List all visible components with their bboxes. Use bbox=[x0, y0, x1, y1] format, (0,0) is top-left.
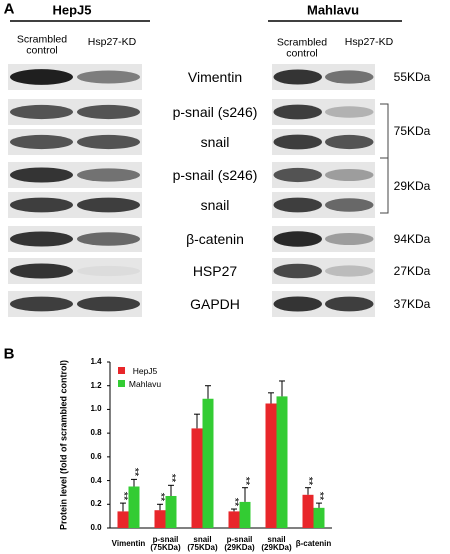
protein-label: snail bbox=[200, 197, 230, 213]
legend-swatch bbox=[118, 380, 125, 387]
size-label: 27KDa bbox=[393, 264, 431, 278]
blot-band bbox=[77, 70, 140, 84]
y-tick-label: 0.6 bbox=[90, 451, 102, 461]
bar bbox=[302, 494, 314, 528]
legend-label: Mahlavu bbox=[128, 378, 162, 389]
blot-band bbox=[273, 69, 322, 85]
blot-band bbox=[77, 104, 140, 120]
bar bbox=[202, 398, 214, 528]
blot-band bbox=[325, 198, 374, 212]
x-tick-label: snail (29KDa) bbox=[261, 535, 292, 552]
blot-band bbox=[77, 296, 140, 312]
protein-label: HSP27 bbox=[192, 263, 238, 279]
lane-label: Hsp27-KD bbox=[87, 35, 137, 48]
x-tick-label: snail (75KDa) bbox=[187, 535, 218, 552]
significance-mark: ** bbox=[228, 497, 241, 507]
significance-mark: ** bbox=[239, 476, 252, 485]
x-tick-label: p-snail (75KDa) bbox=[150, 535, 181, 552]
blot-band bbox=[10, 69, 73, 85]
blot-band bbox=[77, 168, 140, 182]
legend-label: HepJ5 bbox=[132, 365, 158, 376]
bar bbox=[239, 501, 251, 528]
blot-band bbox=[77, 134, 140, 150]
blot-band bbox=[325, 134, 374, 150]
lane-label: Hsp27-KD bbox=[344, 35, 394, 48]
significance-mark: ** bbox=[154, 493, 167, 502]
blot-band bbox=[325, 265, 374, 277]
lane-label: Scrambled control bbox=[276, 36, 328, 59]
blot-band bbox=[273, 296, 322, 312]
blot-band bbox=[10, 197, 73, 213]
y-axis-label: Protein level (fold of scrambled control… bbox=[58, 359, 69, 531]
blot-band bbox=[10, 263, 73, 279]
bar bbox=[117, 511, 129, 528]
y-tick-label: 1.2 bbox=[90, 380, 102, 390]
size-label: 55KDa bbox=[393, 70, 431, 84]
blot-band bbox=[10, 104, 73, 120]
y-tick-label: 0.8 bbox=[90, 428, 102, 438]
panel-label: A bbox=[3, 0, 15, 18]
y-tick-label: 1.0 bbox=[90, 404, 102, 414]
bar bbox=[165, 495, 177, 528]
significance-mark: ** bbox=[165, 474, 178, 483]
legend-swatch bbox=[118, 367, 125, 374]
blot-band bbox=[10, 134, 73, 150]
y-tick-label: 0.4 bbox=[90, 475, 102, 485]
blot-band bbox=[325, 70, 374, 84]
significance-mark: ** bbox=[302, 476, 315, 485]
blot-band bbox=[77, 197, 140, 213]
size-label: 29KDa bbox=[393, 179, 431, 193]
significance-mark: ** bbox=[313, 491, 326, 501]
panel-label: B bbox=[3, 345, 15, 363]
blot-band bbox=[273, 134, 322, 150]
cell-line: HepJ5 bbox=[52, 2, 92, 18]
protein-label: p-snail (s246) bbox=[172, 167, 258, 183]
size-label: 94KDa bbox=[393, 232, 431, 246]
bar bbox=[191, 428, 203, 528]
x-tick-label: p-snail (29KDa) bbox=[224, 535, 255, 552]
blot-band bbox=[325, 296, 374, 312]
blot-band bbox=[273, 167, 322, 183]
blot-band bbox=[325, 232, 374, 246]
bar bbox=[154, 510, 166, 528]
cell-line: Mahlavu bbox=[306, 2, 360, 18]
bar bbox=[228, 511, 240, 528]
bar bbox=[128, 486, 140, 528]
blot-band bbox=[325, 168, 374, 182]
blot-band bbox=[10, 231, 73, 247]
blot-band bbox=[77, 232, 140, 246]
blot-band bbox=[273, 197, 322, 213]
bar bbox=[265, 403, 277, 528]
x-tick-label: β-catenin bbox=[295, 539, 332, 548]
x-tick-label: Vimentin bbox=[111, 539, 146, 548]
blot-band bbox=[10, 167, 73, 183]
size-label: 75KDa bbox=[393, 124, 431, 138]
lane-label: Scrambled control bbox=[16, 33, 68, 56]
protein-label: GAPDH bbox=[190, 296, 240, 312]
protein-label: snail bbox=[200, 134, 230, 150]
blot-band bbox=[273, 231, 322, 247]
protein-label: Vimentin bbox=[187, 69, 243, 85]
blot-band bbox=[273, 263, 322, 279]
size-label: 37KDa bbox=[393, 297, 431, 311]
size-bracket bbox=[380, 103, 389, 214]
blot-band bbox=[77, 265, 140, 277]
blot-band bbox=[10, 296, 73, 312]
significance-mark: ** bbox=[128, 468, 141, 477]
blot-band bbox=[325, 106, 374, 118]
protein-label: p-snail (s246) bbox=[172, 104, 258, 120]
significance-mark: ** bbox=[117, 491, 130, 501]
blot-band bbox=[273, 104, 322, 120]
bar bbox=[276, 396, 288, 528]
bar bbox=[313, 507, 325, 528]
y-tick-label: 1.4 bbox=[90, 357, 102, 366]
y-tick-label: 0.2 bbox=[90, 499, 102, 509]
protein-label: β-catenin bbox=[186, 231, 244, 247]
y-tick-label: 0.0 bbox=[90, 523, 102, 532]
